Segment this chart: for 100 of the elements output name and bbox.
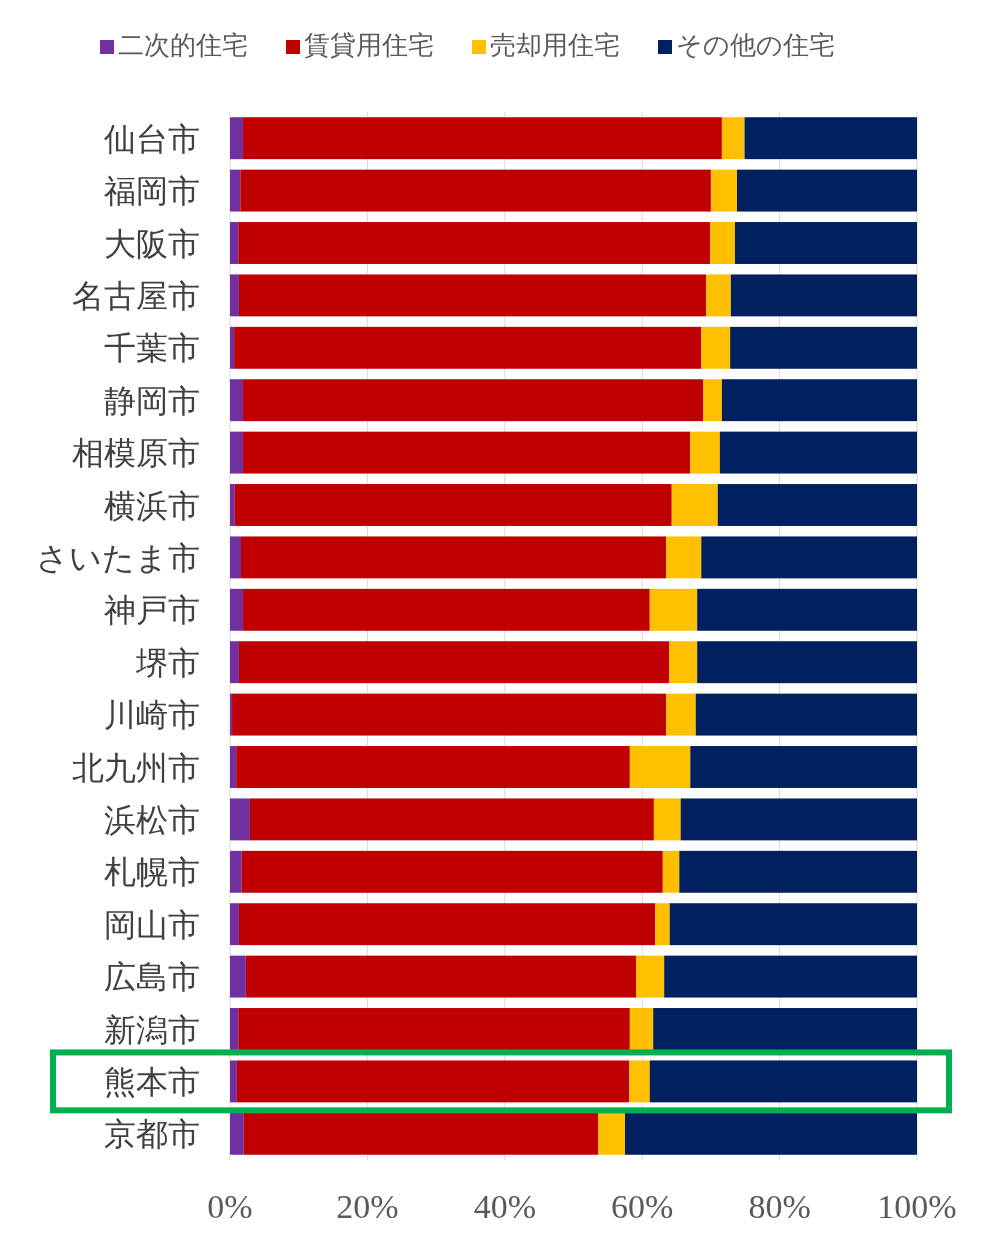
bar [236,746,630,788]
bar [717,484,917,526]
y-tick-label: 名古屋市 [72,276,200,315]
y-tick-label: 相模原市 [72,434,200,473]
bar [240,536,667,579]
bar [662,850,680,893]
y-tick-label: さいたま市 [36,538,200,577]
bar [719,431,917,474]
bar [737,169,917,212]
bar [230,693,233,736]
bar [664,955,917,998]
bar [230,641,239,684]
bar [629,1008,654,1050]
y-tick-label: 千葉市 [104,329,200,368]
bar [629,746,691,788]
bar [230,326,235,369]
bar [234,326,702,369]
bar [230,588,244,631]
bar [238,222,711,264]
legend-label: その他の住宅 [676,30,835,60]
bar [230,431,244,474]
bar [721,117,745,160]
bar [625,1112,917,1155]
bar [249,798,654,841]
bar [734,222,917,264]
legend-label: 賃貸用住宅 [304,30,434,60]
bar [666,536,702,579]
bar [230,746,237,788]
bar [679,850,917,893]
bar [706,274,731,317]
bar [243,379,704,422]
y-tick-label: 浜松市 [104,800,200,839]
bar [230,536,241,579]
bar [680,798,917,841]
x-tick-label: 80% [748,1188,811,1225]
y-tick-label: 広島市 [104,958,200,997]
bar [230,850,242,893]
bar [230,1060,237,1103]
bar [238,641,669,684]
bar [243,431,691,474]
y-tick-label: 岡山市 [104,905,200,944]
y-tick-label: 札幌市 [104,853,200,892]
bar [230,274,239,317]
y-tick-label: 横浜市 [104,486,200,525]
bar [243,117,722,160]
bar [230,1008,239,1050]
y-tick-label: 堺市 [135,643,200,682]
bar [232,693,667,736]
x-tick-label: 0% [207,1188,253,1225]
bar [695,693,917,736]
bar [243,588,650,631]
legend-label: 二次的住宅 [118,30,248,60]
bar [234,484,672,526]
bar [710,169,738,212]
bar [671,484,718,526]
bar [669,903,917,946]
bar [238,274,707,317]
bar [230,484,235,526]
x-tick-label: 100% [877,1188,957,1225]
bar [230,379,244,422]
bar [730,326,917,369]
bar [649,588,698,631]
y-tick-label: 新潟市 [104,1010,200,1049]
y-tick-label: 熊本市 [104,1062,200,1101]
bar [236,1060,630,1103]
bar [703,379,722,422]
bar [730,274,917,317]
bar [721,379,917,422]
bar [629,1060,650,1103]
bar [238,903,656,946]
bar [690,746,917,788]
bar [230,903,239,946]
y-tick-label: 大阪市 [104,224,200,263]
bar [744,117,917,160]
bar [598,1112,626,1155]
y-tick-label: 川崎市 [104,696,200,735]
bar [701,536,917,579]
bar [666,693,696,736]
bar [230,955,246,998]
bar [230,798,250,841]
bar [690,431,720,474]
bar [697,641,917,684]
bar [230,222,239,264]
bar [636,955,665,998]
y-tick-label: 静岡市 [104,381,200,420]
bar [701,326,731,369]
bar [241,850,663,893]
bar [240,169,711,212]
bar [230,1112,244,1155]
x-tick-label: 20% [336,1188,399,1225]
y-tick-label: 仙台市 [104,119,200,158]
bar [245,955,637,998]
bar [230,169,241,212]
y-tick-label: 神戸市 [104,591,200,630]
bar [230,117,244,160]
bar [653,1008,917,1050]
bar [649,1060,917,1103]
bar [655,903,670,946]
y-tick-label: 福岡市 [104,172,200,211]
bar [710,222,735,264]
